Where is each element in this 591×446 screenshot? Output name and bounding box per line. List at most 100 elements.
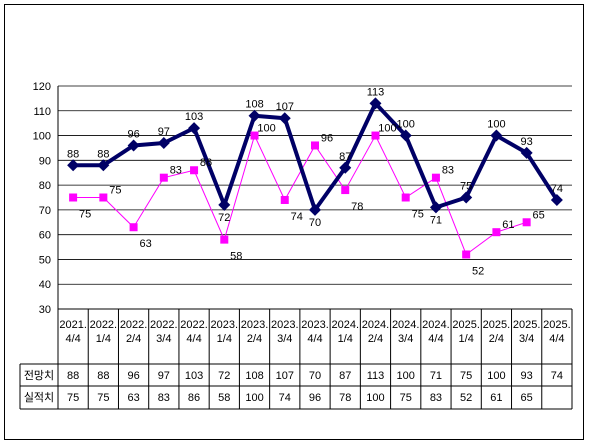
actual-label-7: 74 <box>291 211 303 223</box>
table-forecast-12: 71 <box>430 370 442 382</box>
table-forecast-9: 87 <box>339 370 351 382</box>
forecast-label-8: 70 <box>309 217 321 229</box>
actual-label-13: 52 <box>472 265 484 277</box>
forecast-label-15: 93 <box>521 136 533 148</box>
forecast-marker-16 <box>550 193 563 206</box>
x-tick-quarter-8: 4/4 <box>307 333 322 345</box>
table-actual-12: 83 <box>430 392 442 404</box>
data-table: 2021. 4/4 2022. 1/4 2022. 2/4 2022. 3/4 2022. 4/4… <box>19 308 573 410</box>
x-tick-quarter-14: 2/4 <box>489 333 504 345</box>
x-tick-year-9: 2024. <box>331 319 359 331</box>
table-forecast-8: 70 <box>309 370 321 382</box>
forecast-label-2: 96 <box>127 128 139 140</box>
x-tick-quarter-4: 4/4 <box>186 333 201 345</box>
forecast-label-11: 100 <box>397 119 415 131</box>
table-actual-7: 74 <box>279 392 291 404</box>
actual-marker-0 <box>69 193 78 202</box>
table-actual-6: 100 <box>245 392 263 404</box>
forecast-marker-14 <box>490 129 503 142</box>
actual-marker-14 <box>492 228 501 237</box>
actual-marker-11 <box>401 193 410 202</box>
actual-marker-13 <box>462 250 471 259</box>
x-tick-quarter-11: 3/4 <box>398 333 413 345</box>
x-tick-year-7: 2023. <box>271 319 299 331</box>
forecast-marker-5 <box>218 198 231 211</box>
y-tick-40: 40 <box>39 279 51 291</box>
x-tick-year-8: 2023. <box>301 319 329 331</box>
table-actual-14: 61 <box>490 392 502 404</box>
actual-marker-2 <box>129 223 138 232</box>
series-line-actual <box>73 134 527 256</box>
actual-label-9: 78 <box>351 201 363 213</box>
x-tick-quarter-15: 3/4 <box>519 333 534 345</box>
x-tick-year-11: 2024. <box>392 319 420 331</box>
table-actual-8: 96 <box>309 392 321 404</box>
x-tick-quarter-13: 1/4 <box>459 333 474 345</box>
table-forecast-0: 88 <box>67 370 79 382</box>
actual-marker-12 <box>431 173 440 182</box>
table-actual-1: 75 <box>97 392 109 404</box>
x-tick-quarter-12: 4/4 <box>428 333 443 345</box>
table-actual-5: 58 <box>218 392 230 404</box>
x-tick-year-12: 2024. <box>422 319 450 331</box>
series-line-forecast <box>73 101 559 212</box>
forecast-label-1: 88 <box>97 148 109 160</box>
x-tick-quarter-0: 4/4 <box>65 333 80 345</box>
x-tick-year-3: 2022. <box>150 319 178 331</box>
table-forecast-4: 103 <box>185 370 203 382</box>
x-tick-quarter-10: 2/4 <box>368 333 383 345</box>
x-tick-year-6: 2023. <box>241 319 269 331</box>
x-tick-quarter-1: 1/4 <box>96 333 111 345</box>
table-actual-0: 75 <box>67 392 79 404</box>
actual-label-6: 100 <box>257 123 275 135</box>
actual-label-3: 83 <box>170 165 182 177</box>
x-tick-year-16: 2025. <box>543 319 571 331</box>
actual-label-10: 100 <box>378 123 396 135</box>
actual-label-12: 83 <box>442 165 454 177</box>
forecast-label-10: 113 <box>367 86 385 98</box>
x-tick-quarter-7: 3/4 <box>277 333 292 345</box>
forecast-marker-0 <box>67 159 80 172</box>
table-forecast-6: 108 <box>245 370 263 382</box>
forecast-marker-8 <box>309 203 321 216</box>
forecast-marker-2 <box>127 139 140 152</box>
actual-marker-6 <box>250 131 259 140</box>
y-tick-60: 60 <box>39 230 51 242</box>
x-tick-year-14: 2025. <box>483 319 511 331</box>
forecast-marker-1 <box>97 159 110 172</box>
series-group <box>67 97 563 259</box>
x-tick-quarter-2: 2/4 <box>126 333 141 345</box>
x-tick-quarter-9: 1/4 <box>338 333 353 345</box>
y-tick-80: 80 <box>39 180 51 192</box>
chart-frame <box>4 4 584 440</box>
table-actual-15: 65 <box>521 392 533 404</box>
forecast-label-14: 100 <box>487 119 505 131</box>
forecast-label-13: 75 <box>460 181 472 193</box>
actual-label-14: 61 <box>502 219 514 231</box>
x-tick-year-13: 2025. <box>452 319 480 331</box>
forecast-marker-6 <box>248 109 261 122</box>
y-tick-50: 50 <box>39 254 51 266</box>
forecast-label-5: 72 <box>218 212 230 224</box>
x-tick-year-10: 2024. <box>362 319 390 331</box>
actual-label-0: 75 <box>79 209 91 221</box>
y-tick-70: 70 <box>39 205 51 217</box>
table-actual-2: 63 <box>127 392 139 404</box>
table-actual-9: 78 <box>339 392 351 404</box>
y-tick-120: 120 <box>33 81 51 93</box>
table-forecast-5: 72 <box>218 370 230 382</box>
forecast-label-6: 108 <box>245 99 263 111</box>
forecast-marker-12 <box>429 201 442 214</box>
y-tick-110: 110 <box>33 106 51 118</box>
table-forecast-14: 100 <box>487 370 505 382</box>
x-tick-year-0: 2021. <box>59 319 87 331</box>
actual-marker-1 <box>99 193 108 202</box>
actual-label-2: 63 <box>139 238 151 250</box>
table-actual-11: 75 <box>400 392 412 404</box>
actual-marker-9 <box>341 186 350 195</box>
actual-marker-5 <box>220 235 229 244</box>
x-tick-quarter-3: 3/4 <box>156 333 171 345</box>
actual-label-1: 75 <box>109 185 121 197</box>
table-actual-13: 52 <box>460 392 472 404</box>
